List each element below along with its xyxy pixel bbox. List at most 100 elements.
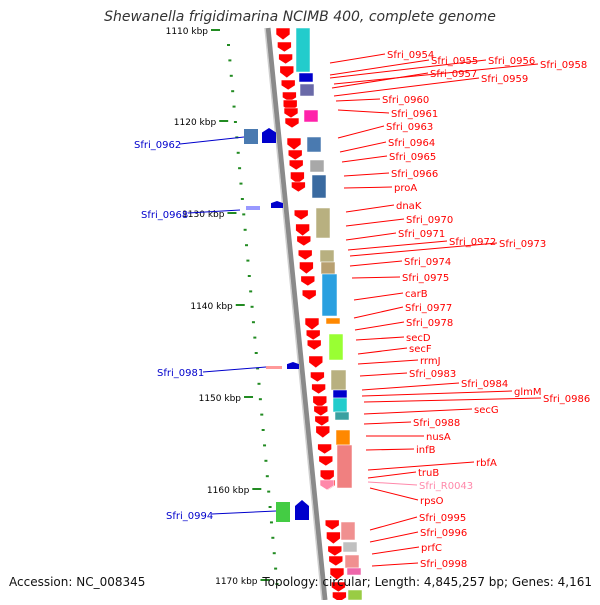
gene-label-right: Sfri_0973 <box>499 239 546 250</box>
gene-label-right: Sfri_0955 <box>431 56 478 67</box>
feature-block <box>332 389 348 399</box>
forward-gene-arrow <box>295 223 310 237</box>
gene-label-right: Sfri_0977 <box>405 303 452 314</box>
leader-line <box>361 390 513 397</box>
genome-axis <box>264 27 328 601</box>
leader-line <box>361 382 460 391</box>
forward-gene-arrow <box>310 371 325 383</box>
reverse-gene-arrow <box>295 500 309 520</box>
reverse-gene-arrow <box>262 128 276 143</box>
forward-gene-arrow <box>319 469 335 483</box>
leader-line <box>357 347 408 355</box>
feature-block <box>347 589 363 601</box>
forward-gene-arrow <box>306 339 322 351</box>
feature-block <box>342 541 358 553</box>
forward-gene-arrow <box>326 531 341 545</box>
forward-gene-arrow <box>314 415 330 427</box>
forward-gene-arrow <box>328 555 344 567</box>
gene-label-right: secG <box>474 405 499 416</box>
forward-gene-arrow <box>308 355 324 369</box>
scale-label: 1130 kbp <box>182 210 225 220</box>
forward-gene-arrow <box>275 27 291 41</box>
scale-label: 1140 kbp <box>190 302 233 312</box>
feature-block <box>295 27 311 73</box>
leader-line <box>353 292 404 301</box>
leader-line <box>345 204 395 213</box>
forward-gene-arrow <box>293 209 309 221</box>
reverse-gene-block <box>276 502 290 522</box>
feature-block <box>340 521 356 541</box>
forward-gene-arrow <box>312 395 328 409</box>
scale-label: 1120 kbp <box>174 118 217 128</box>
gene-label-right: Sfri_0995 <box>419 513 466 524</box>
leader-line <box>337 125 385 139</box>
gene-label-right: secD <box>406 333 431 344</box>
leader-line <box>329 59 430 76</box>
gene-label-right: Sfri_0983 <box>409 369 456 380</box>
leader-line <box>187 209 241 214</box>
gene-label-right: Sfri_0975 <box>402 273 449 284</box>
leader-line <box>329 53 386 64</box>
leader-line <box>363 397 542 403</box>
feature-block <box>311 174 327 199</box>
leader-line <box>365 448 415 451</box>
feature-block <box>344 554 360 569</box>
leader-line <box>345 232 397 241</box>
reverse-gene-block <box>244 129 258 144</box>
gene-label-right: Sfri_0972 <box>449 237 496 248</box>
gene-label-right: Sfri_0957 <box>430 69 477 80</box>
leader-line <box>343 172 390 177</box>
feature-block <box>330 369 347 391</box>
gene-label-right: rpsO <box>420 496 444 507</box>
leader-line <box>367 481 418 486</box>
feature-block <box>306 136 322 153</box>
gene-label-right: Sfri_0959 <box>481 74 528 85</box>
genome-stats-text: Topology: circular; Length: 4,845,257 bp… <box>262 575 592 589</box>
gene-arrows <box>244 27 347 603</box>
forward-gene-arrow <box>319 479 335 491</box>
feature-block <box>303 109 319 123</box>
forward-gene-arrow <box>301 289 317 301</box>
gene-label-right: Sfri_0971 <box>398 229 445 240</box>
scale-ticks: 1110 kbp 1120 kbp 1130 kbp 1140 kbp 1150 kbp… <box>166 27 279 587</box>
leader-line <box>202 366 267 373</box>
gene-label-right: Sfri_0961 <box>391 109 438 120</box>
feature-tracks <box>295 27 363 601</box>
forward-gene-arrow <box>280 79 296 91</box>
forward-gene-arrow <box>305 329 321 341</box>
gene-label-right: Sfri_0954 <box>387 50 434 61</box>
map-title: Shewanella frigidimarina NCIMB 400, comp… <box>104 9 496 25</box>
leader-line <box>335 98 381 102</box>
leader-line <box>367 471 417 479</box>
leader-line <box>211 510 277 515</box>
reverse-gene-small <box>266 366 282 369</box>
leader-line <box>354 321 405 331</box>
forward-gene-arrow <box>278 53 293 65</box>
scale-label: 1160 kbp <box>207 486 250 496</box>
gene-label-right: nusA <box>426 432 451 443</box>
reverse-gene-arrow <box>287 362 299 369</box>
feature-block <box>309 159 325 173</box>
scale-label: 1150 kbp <box>199 394 242 404</box>
forward-gene-arrow <box>286 137 302 151</box>
forward-gene-arrow <box>277 41 292 53</box>
forward-gene-arrow <box>313 405 329 417</box>
gene-label-right: secF <box>409 344 432 355</box>
forward-gene-arrow <box>304 317 320 331</box>
reverse-gene-arrow <box>271 201 283 208</box>
feature-block <box>334 411 350 421</box>
gene-label-right: Sfri_0966 <box>391 169 438 180</box>
accession-text: Accession: NC_008345 <box>9 575 146 589</box>
leader-line <box>369 531 419 543</box>
gene-label-right: Sfri_0964 <box>388 138 435 149</box>
forward-gene-arrow <box>332 591 347 603</box>
leader-line <box>371 562 419 567</box>
forward-gene-arrow <box>300 275 316 287</box>
leader-line <box>329 59 487 79</box>
gene-label-right: Sfri_0960 <box>382 95 429 106</box>
gene-label-right: truB <box>418 468 439 479</box>
leader-line <box>349 242 498 257</box>
forward-gene-arrow <box>311 383 326 395</box>
scale-label: 1110 kbp <box>166 27 209 37</box>
